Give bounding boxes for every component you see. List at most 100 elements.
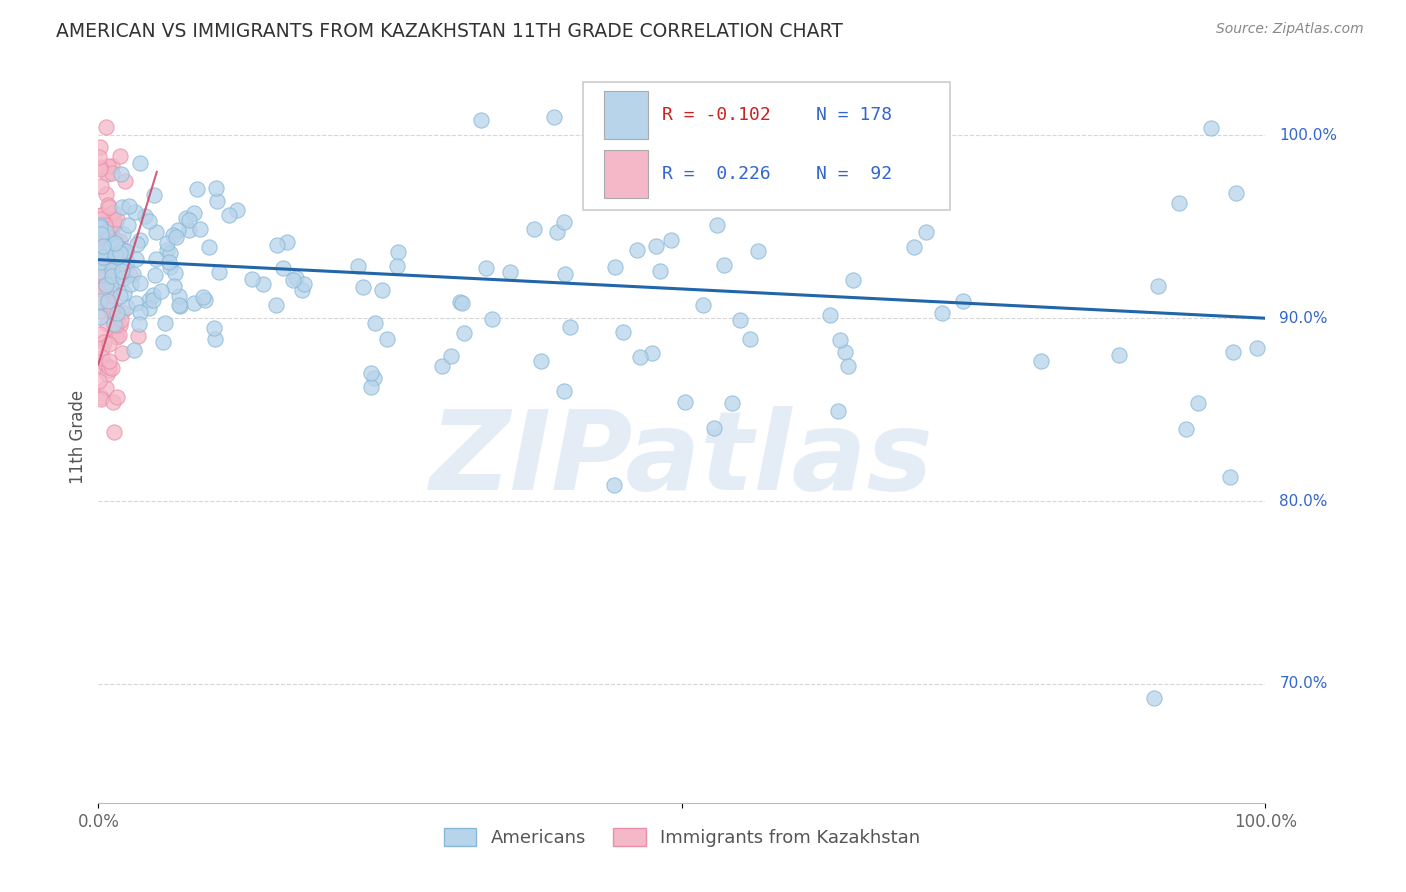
Point xyxy=(142,288,165,302)
Point xyxy=(101,221,124,235)
Point xyxy=(90,235,112,250)
Point xyxy=(100,263,122,277)
Point xyxy=(1219,470,1241,484)
Point xyxy=(644,238,666,252)
Point xyxy=(347,259,370,273)
Point xyxy=(163,266,186,280)
Point xyxy=(648,264,671,278)
Point xyxy=(738,332,761,346)
Point xyxy=(108,327,131,342)
Point xyxy=(89,217,111,231)
Point xyxy=(162,228,184,243)
Point xyxy=(110,167,132,181)
Point xyxy=(129,155,152,169)
Point xyxy=(101,265,124,279)
Point xyxy=(188,222,211,236)
Point xyxy=(143,268,166,283)
Point xyxy=(129,233,152,247)
Point xyxy=(138,213,160,227)
Point xyxy=(747,244,769,258)
Point xyxy=(89,293,111,308)
Point xyxy=(226,203,249,218)
Point xyxy=(97,198,120,212)
Point xyxy=(138,301,160,315)
Point xyxy=(94,358,117,372)
Point xyxy=(194,293,217,307)
Point xyxy=(114,174,136,188)
Point xyxy=(145,252,167,267)
Point xyxy=(112,286,135,301)
Point xyxy=(97,337,120,351)
Point xyxy=(89,265,111,279)
Point xyxy=(523,222,546,236)
Point xyxy=(104,248,127,262)
Point xyxy=(93,277,115,291)
Point xyxy=(385,259,408,273)
Point xyxy=(628,350,651,364)
Point xyxy=(276,235,298,249)
Point xyxy=(89,327,111,342)
Point xyxy=(90,255,112,269)
Point xyxy=(499,265,522,279)
Point xyxy=(101,237,124,252)
Point xyxy=(1174,422,1197,436)
Point xyxy=(98,247,121,261)
Point xyxy=(371,283,394,297)
Point xyxy=(120,268,142,283)
Point xyxy=(93,254,115,268)
Point xyxy=(94,278,117,293)
Point xyxy=(91,351,114,365)
Point xyxy=(450,296,472,310)
Point xyxy=(100,277,122,291)
Point xyxy=(706,218,728,232)
Point xyxy=(129,276,152,290)
Point xyxy=(110,289,132,303)
Point xyxy=(110,245,132,260)
Point xyxy=(134,209,156,223)
Point xyxy=(914,82,936,96)
Point xyxy=(101,285,124,300)
Point xyxy=(110,242,132,256)
Point xyxy=(834,345,856,359)
Point xyxy=(90,272,112,286)
Point xyxy=(266,238,288,252)
Text: N = 178: N = 178 xyxy=(815,106,893,124)
Point xyxy=(100,268,122,283)
Text: ZIPatlas: ZIPatlas xyxy=(430,406,934,513)
Point xyxy=(93,259,115,273)
Point xyxy=(713,259,735,273)
Point xyxy=(612,325,634,339)
Point xyxy=(818,308,841,322)
Point xyxy=(89,358,111,372)
Point xyxy=(91,341,114,355)
Point xyxy=(105,250,128,264)
Point xyxy=(127,237,149,252)
Point xyxy=(111,227,134,241)
Point xyxy=(115,244,138,259)
Point xyxy=(89,230,111,244)
Point xyxy=(291,283,314,297)
Point xyxy=(208,265,231,279)
Point xyxy=(103,395,125,409)
Point xyxy=(152,335,174,350)
Point xyxy=(96,167,118,181)
Point xyxy=(101,221,124,235)
Point xyxy=(112,270,135,285)
Point xyxy=(931,305,953,319)
Point xyxy=(271,260,294,275)
Point xyxy=(89,161,111,175)
Bar xyxy=(603,150,648,197)
Text: 70.0%: 70.0% xyxy=(1279,676,1327,691)
Point xyxy=(363,371,385,385)
Point xyxy=(97,159,120,173)
Point xyxy=(1143,691,1166,706)
Point xyxy=(177,222,200,236)
Point xyxy=(111,304,134,318)
Point xyxy=(97,297,120,311)
Point xyxy=(543,110,565,124)
Point xyxy=(1187,396,1209,410)
Point xyxy=(626,244,648,258)
Point xyxy=(117,254,139,268)
Point xyxy=(659,234,682,248)
Point xyxy=(93,335,115,350)
